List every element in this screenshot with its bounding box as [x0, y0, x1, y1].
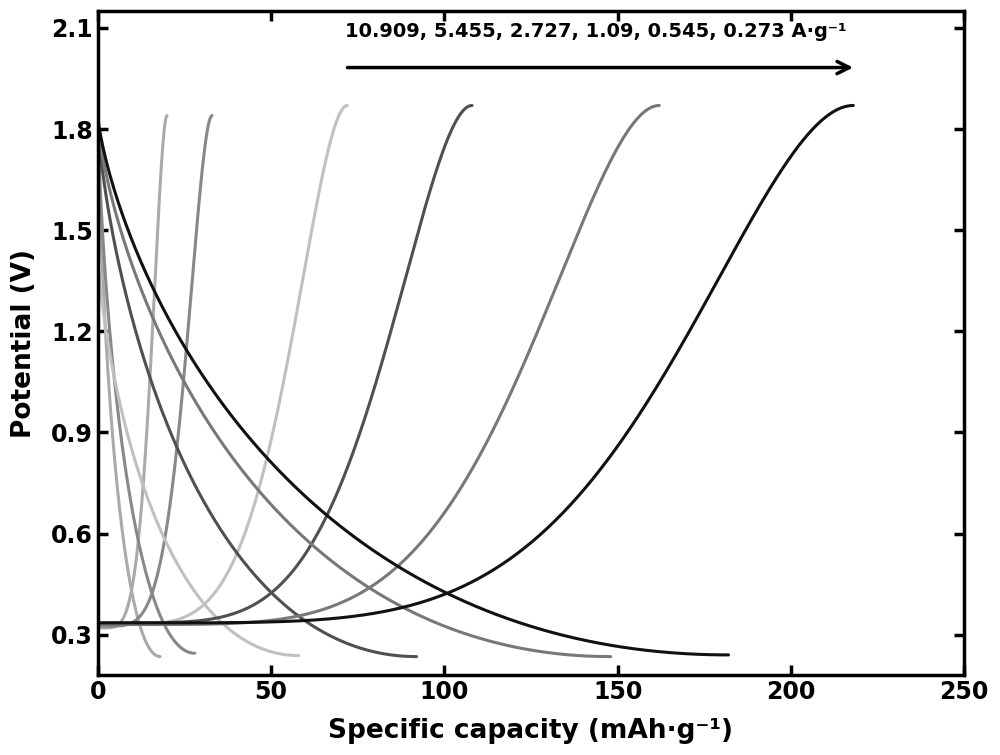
X-axis label: Specific capacity (mAh·g⁻¹): Specific capacity (mAh·g⁻¹) [328, 718, 733, 744]
Y-axis label: Potential (V): Potential (V) [11, 248, 37, 438]
Text: 10.909, 5.455, 2.727, 1.09, 0.545, 0.273 A·g⁻¹: 10.909, 5.455, 2.727, 1.09, 0.545, 0.273… [345, 22, 846, 41]
